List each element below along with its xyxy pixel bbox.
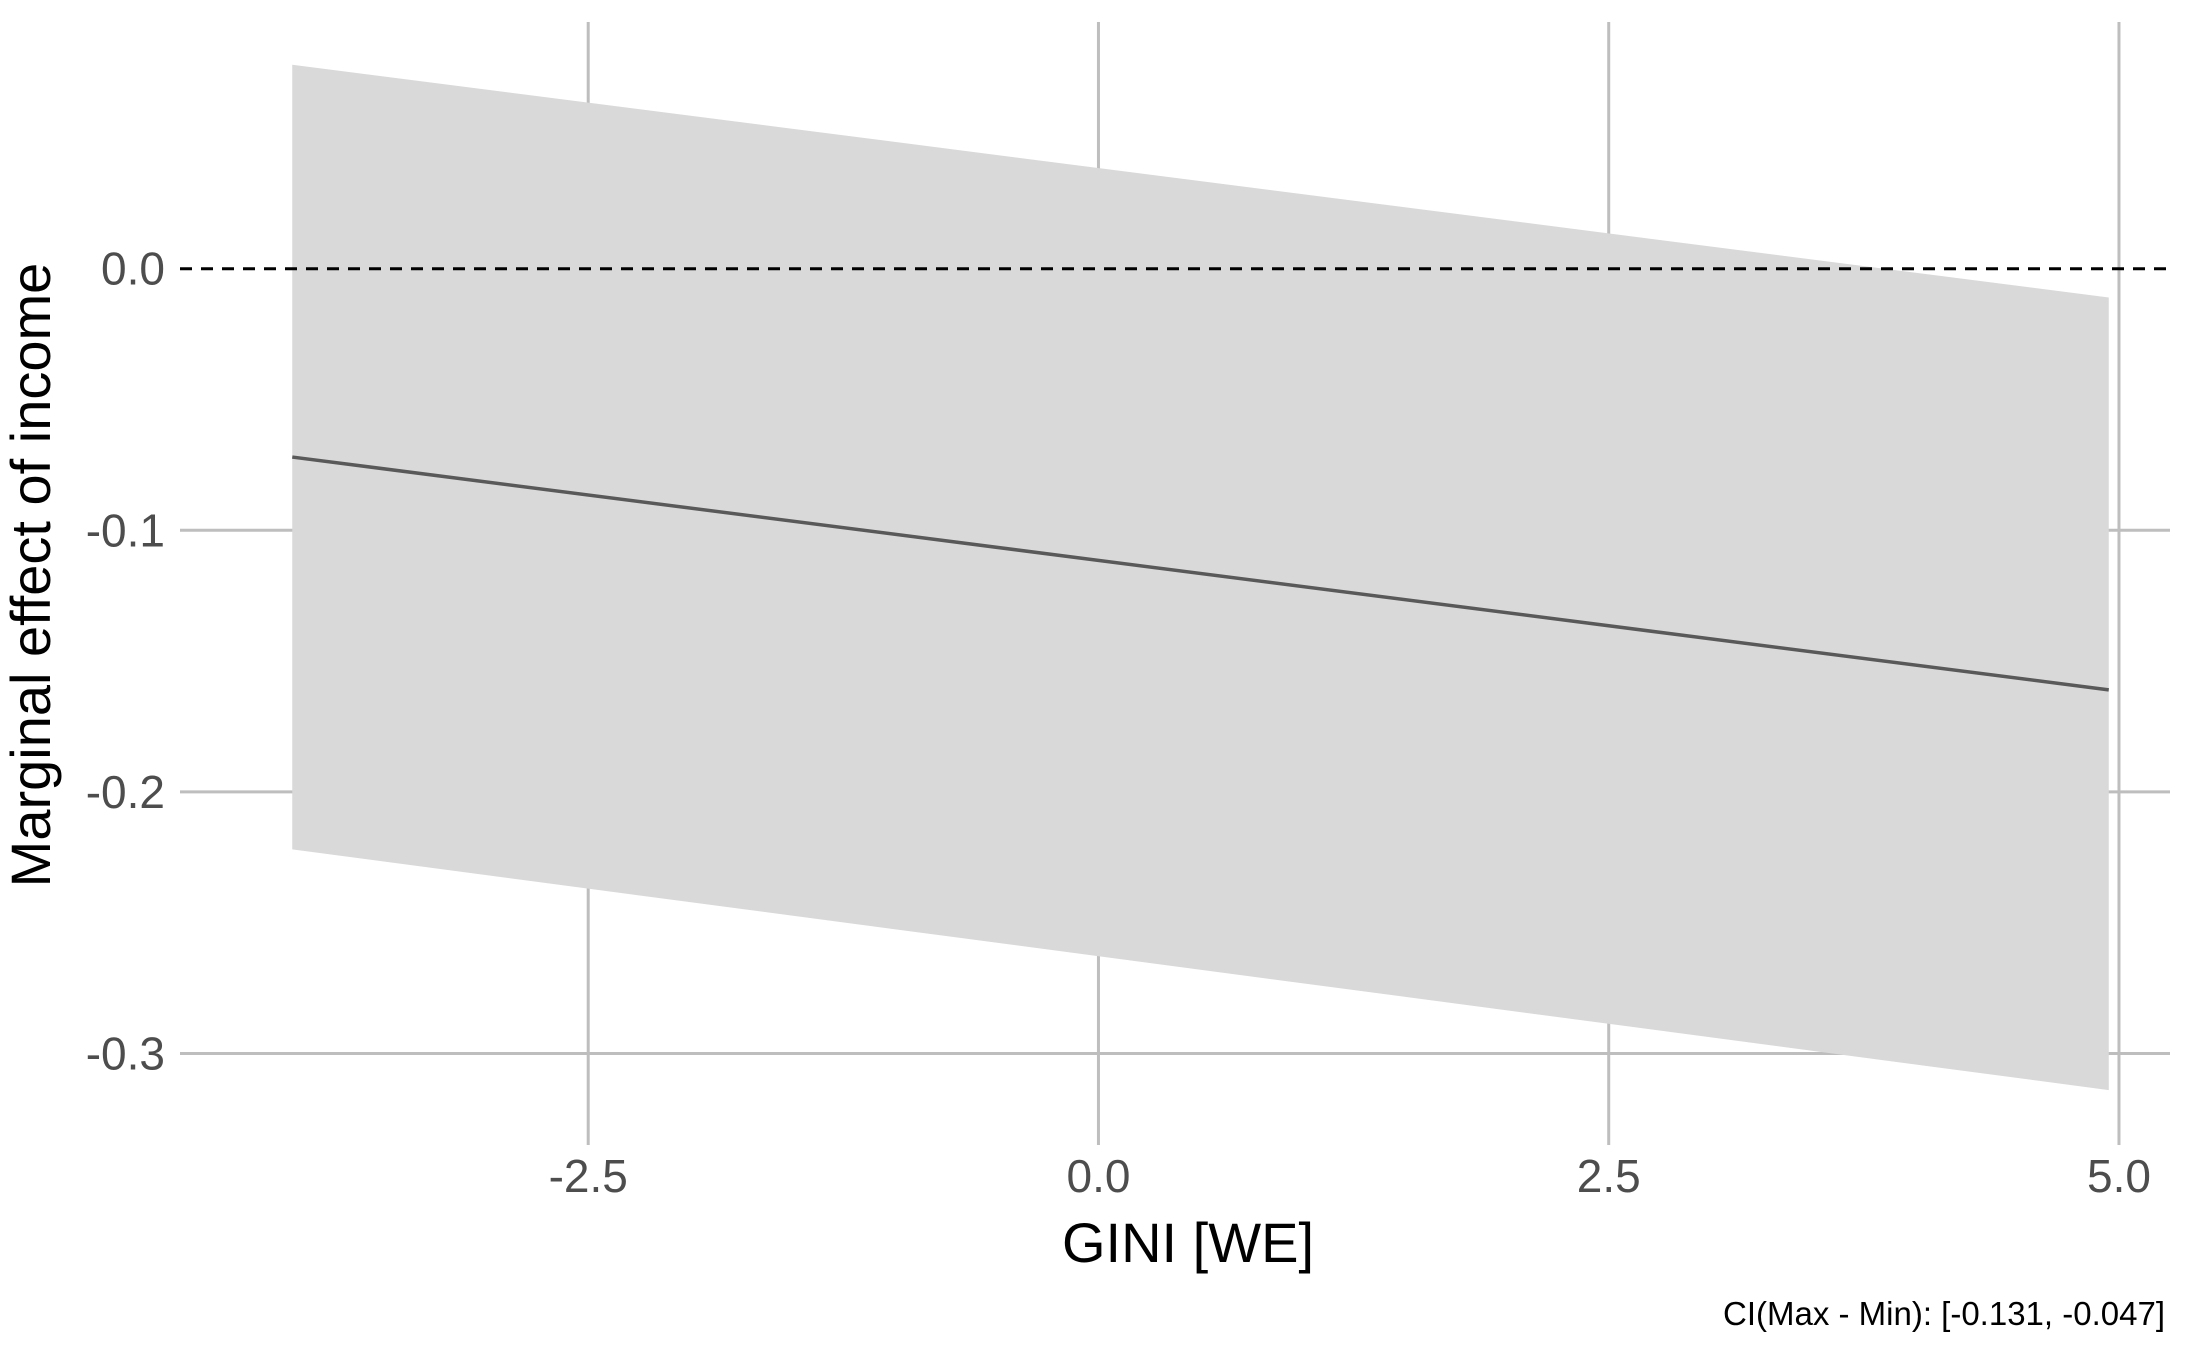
x-tick-label: 0.0: [1066, 1150, 1130, 1202]
x-tick-label: 5.0: [2087, 1150, 2151, 1202]
x-axis-title: GINI [WE]: [1062, 1211, 1314, 1274]
confidence-band: [292, 64, 2109, 1091]
ci-caption: CI(Max - Min): [-0.131, -0.047]: [1723, 1295, 2165, 1332]
marginal-effect-line: [292, 455, 2109, 692]
x-tick-label: 2.5: [1577, 1150, 1641, 1202]
y-tick-label: -0.2: [86, 766, 165, 818]
y-tick-label: -0.3: [86, 1027, 165, 1079]
y-tick-label: 0.0: [101, 243, 165, 295]
x-tick-label: -2.5: [549, 1150, 628, 1202]
y-tick-label: -0.1: [86, 504, 165, 556]
confidence-band-layer: [292, 64, 2109, 1091]
effect-line-layer: [292, 455, 2109, 692]
y-axis-title: Marginal effect of income: [0, 263, 62, 888]
tick-labels: -2.5 0.0 2.5 5.0 -0.3 -0.2 -0.1 0.0: [86, 243, 2151, 1202]
